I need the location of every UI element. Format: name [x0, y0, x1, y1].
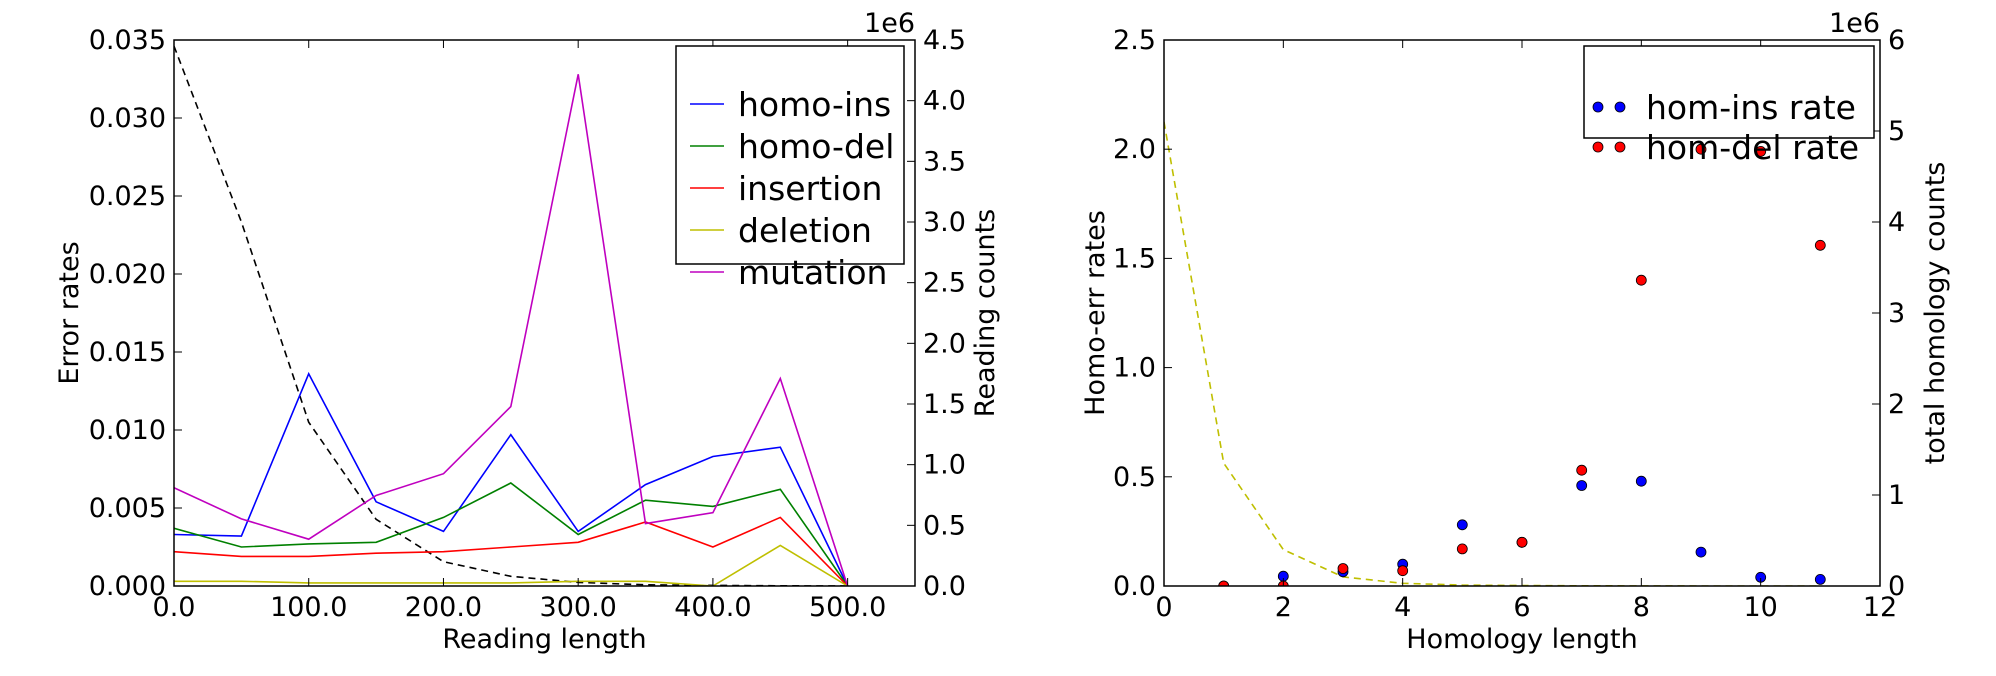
- legend-label: hom-ins rate: [1646, 88, 1856, 127]
- x-tick-label: 400.0: [674, 592, 751, 623]
- y2-tick-label: 0.5: [923, 510, 966, 541]
- y2-offset-text: 1e6: [864, 8, 915, 39]
- y-tick-label: 0.010: [89, 415, 166, 446]
- point-hom-del-rate: [1456, 543, 1468, 555]
- y2-tick-label: 5: [1888, 116, 1905, 147]
- y-tick-label: 0.005: [89, 493, 166, 524]
- legend-swatch-point: [1614, 101, 1626, 113]
- point-hom-del-rate: [1814, 239, 1826, 251]
- y-tick-label: 1.0: [1113, 353, 1156, 384]
- legend-label: hom-del rate: [1646, 128, 1859, 167]
- y2-tick-label: 3.0: [923, 207, 966, 238]
- point-hom-ins-rate: [1695, 546, 1707, 558]
- x-tick-label: 200.0: [405, 592, 482, 623]
- series-line-homo-ins: [174, 371, 849, 586]
- point-hom-ins-rate: [1814, 574, 1826, 585]
- y2-tick-label: 4.5: [923, 25, 966, 56]
- y-tick-label: 0.5: [1113, 462, 1156, 493]
- chart-2: 0 2 4 6 8 10 120.00.51.01.52.02.501234561e6Hom…: [1080, 8, 1951, 655]
- y2-tick-label: 4.0: [923, 86, 966, 117]
- point-hom-del-rate: [1337, 563, 1349, 574]
- legend-label: deletion: [738, 211, 872, 250]
- x-tick-label: 6: [1513, 592, 1530, 623]
- point-hom-ins-rate: [1576, 480, 1588, 491]
- y2-tick-label: 1: [1888, 480, 1905, 511]
- legend-label: mutation: [738, 253, 887, 292]
- y2-tick-label: 0: [1888, 571, 1905, 602]
- y2-tick-label: 3.5: [923, 146, 966, 177]
- axes-frame: [173, 39, 916, 587]
- x-axis-label: Reading length: [442, 624, 646, 655]
- chart-1: 0.0 100.0 200.0 300.0 400.0 500.00.0000.0050.…: [54, 8, 1001, 655]
- y2-tick-label: 2.5: [923, 268, 966, 299]
- series-line-homo-del: [174, 482, 849, 586]
- y2-offset-text: 1e6: [1829, 8, 1880, 39]
- x-tick-label: 300.0: [540, 592, 617, 623]
- y-tick-label: 0.0: [1113, 571, 1156, 602]
- point-hom-del-rate: [1218, 580, 1230, 586]
- legend-box: [675, 45, 905, 265]
- y-tick-label: 2.5: [1113, 25, 1156, 56]
- y-tick-label: 0.025: [89, 181, 166, 212]
- x-tick-label: 2: [1275, 592, 1292, 623]
- y-tick-label: 0.015: [89, 337, 166, 368]
- y2-tick-label: 3: [1888, 298, 1905, 329]
- x-tick-label: 500.0: [809, 592, 886, 623]
- point-hom-del-rate: [1576, 464, 1588, 476]
- y-tick-label: 0.000: [89, 571, 166, 602]
- legend-label: homo-del: [738, 127, 894, 166]
- y-tick-label: 1.5: [1113, 243, 1156, 274]
- legend-swatch-point: [1592, 141, 1604, 153]
- x-tick-label: 12: [1863, 592, 1897, 623]
- point-hom-del-rate: [1516, 536, 1528, 548]
- point-hom-ins-rate: [1635, 475, 1647, 487]
- legend-label: insertion: [738, 169, 882, 208]
- point-hom-del-rate: [1397, 565, 1409, 577]
- y-tick-label: 2.0: [1113, 134, 1156, 165]
- legend-box: [1583, 45, 1875, 139]
- y-tick-label: 0.035: [89, 25, 166, 56]
- legend-swatch-point: [1592, 101, 1604, 113]
- y2-tick-label: 0.0: [923, 571, 966, 602]
- point-hom-ins-rate: [1456, 519, 1468, 531]
- y2-axis-label: Reading counts: [970, 209, 1001, 417]
- x-tick-label: 100.0: [270, 592, 347, 623]
- y-axis-label: Homo-err rates: [1080, 210, 1111, 416]
- x-tick-label: 0.0: [153, 592, 196, 623]
- point-hom-del-rate: [1695, 143, 1707, 155]
- x-tick-label: 10: [1743, 592, 1777, 623]
- series-line-insertion: [174, 516, 849, 586]
- y2-tick-label: 2.0: [923, 328, 966, 359]
- y2-tick-label: 4: [1888, 207, 1905, 238]
- x-tick-label: 4: [1394, 592, 1411, 623]
- y2-tick-label: 1.5: [923, 389, 966, 420]
- y2-axis-label: total homology counts: [1920, 162, 1951, 465]
- y-tick-label: 0.020: [89, 259, 166, 290]
- y-tick-label: 0.030: [89, 103, 166, 134]
- x-axis-label: Homology length: [1406, 624, 1637, 655]
- x-tick-label: 0: [1155, 592, 1172, 623]
- series-line-mutation: [174, 74, 849, 586]
- y-axis-label: Error rates: [54, 241, 85, 384]
- x-tick-label: 8: [1633, 592, 1650, 623]
- series-line-deletion: [174, 544, 849, 586]
- legend: homo-inshomo-delinsertiondeletionmutatio…: [675, 45, 905, 292]
- point-hom-del-rate: [1635, 274, 1647, 286]
- y2-tick-label: 2: [1888, 389, 1905, 420]
- legend-label: homo-ins: [738, 85, 891, 124]
- plot-area: [1164, 121, 1826, 586]
- legend-swatch-point: [1614, 141, 1626, 153]
- secondary-count-line: [1164, 121, 1821, 586]
- y2-tick-label: 1.0: [923, 450, 966, 481]
- y2-tick-label: 6: [1888, 25, 1905, 56]
- point-hom-del-rate: [1755, 145, 1767, 157]
